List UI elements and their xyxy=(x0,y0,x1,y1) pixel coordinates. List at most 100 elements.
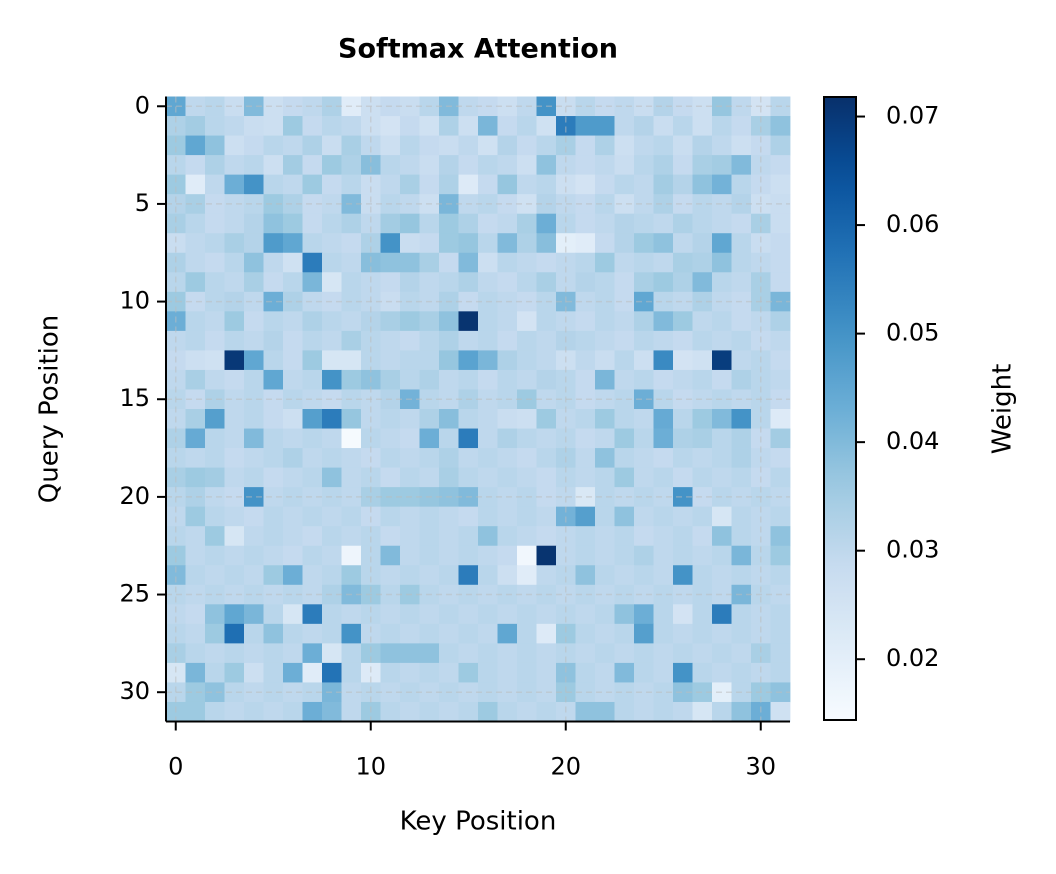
heatmap-cell xyxy=(263,350,284,371)
heatmap-cell xyxy=(712,662,732,683)
heatmap-cell xyxy=(770,252,791,273)
heatmap-cell xyxy=(751,545,771,566)
heatmap-cell xyxy=(458,213,479,234)
heatmap-cell xyxy=(400,213,420,234)
heatmap-cell xyxy=(263,194,284,215)
heatmap-cell xyxy=(205,662,225,683)
heatmap-cell xyxy=(244,350,264,371)
heatmap-cell xyxy=(361,135,381,156)
heatmap-cell xyxy=(751,623,771,644)
heatmap-cell xyxy=(185,662,206,683)
heatmap-cell xyxy=(634,116,654,136)
heatmap-cell xyxy=(751,565,771,586)
heatmap-cell xyxy=(673,409,693,429)
heatmap-cell xyxy=(419,369,440,390)
heatmap-cell xyxy=(497,155,518,176)
heatmap-cell xyxy=(185,643,206,664)
heatmap-cell xyxy=(244,252,264,273)
heatmap-cell xyxy=(673,623,693,644)
y-tick-label: 25 xyxy=(119,580,150,608)
heatmap-cell xyxy=(653,213,674,234)
heatmap-cell xyxy=(634,369,654,390)
heatmap-cell xyxy=(712,545,732,566)
heatmap-cell xyxy=(263,409,284,429)
heatmap-cell xyxy=(653,389,674,410)
heatmap-cell xyxy=(517,213,537,234)
heatmap-cell xyxy=(478,155,498,176)
heatmap-cell xyxy=(458,155,479,176)
x-tick-label: 20 xyxy=(550,753,581,781)
heatmap-cell xyxy=(595,330,615,351)
heatmap-cell xyxy=(692,350,713,371)
heatmap-cell xyxy=(419,467,440,488)
heatmap-cell xyxy=(400,174,420,195)
heatmap-cell xyxy=(731,565,752,586)
heatmap-cell xyxy=(439,330,459,351)
heatmap-cell xyxy=(166,662,186,683)
heatmap-cell xyxy=(283,545,303,566)
heatmap-cell xyxy=(419,565,440,586)
heatmap-cell xyxy=(575,565,596,586)
heatmap-cell xyxy=(634,545,654,566)
heatmap-cell xyxy=(361,662,381,683)
heatmap-cell xyxy=(575,350,596,371)
heatmap-cell xyxy=(244,174,264,195)
heatmap-cell xyxy=(458,116,479,136)
heatmap-cell xyxy=(497,506,518,527)
heatmap-cell xyxy=(712,526,732,547)
heatmap-cell xyxy=(224,565,245,586)
heatmap-cell xyxy=(283,682,303,703)
heatmap-cell xyxy=(205,506,225,527)
heatmap-cell xyxy=(731,409,752,429)
heatmap-cell xyxy=(497,135,518,156)
heatmap-cell xyxy=(244,701,264,722)
heatmap-cell xyxy=(361,116,381,136)
heatmap-cell xyxy=(478,448,498,468)
heatmap-cell xyxy=(770,526,791,547)
heatmap-cell xyxy=(439,350,459,371)
heatmap-cell xyxy=(263,272,284,293)
heatmap-cell xyxy=(595,584,615,605)
heatmap-cell xyxy=(595,526,615,547)
heatmap-cell xyxy=(673,643,693,664)
heatmap-cell xyxy=(614,623,635,644)
heatmap-cell xyxy=(731,330,752,351)
heatmap-cell xyxy=(439,174,459,195)
heatmap-cell xyxy=(673,311,693,332)
heatmap-cell xyxy=(263,174,284,195)
heatmap-cell xyxy=(263,487,284,508)
heatmap-cell xyxy=(244,155,264,176)
heatmap-cell xyxy=(439,272,459,293)
heatmap-cell xyxy=(575,330,596,351)
heatmap-cell xyxy=(634,565,654,586)
heatmap-cell xyxy=(263,584,284,605)
heatmap-cell xyxy=(224,662,245,683)
heatmap-cell xyxy=(419,350,440,371)
heatmap-cell xyxy=(361,565,381,586)
heatmap-cell xyxy=(731,428,752,449)
heatmap-cell xyxy=(673,155,693,176)
heatmap-cell xyxy=(731,174,752,195)
heatmap-cell xyxy=(283,155,303,176)
heatmap-cell xyxy=(322,252,342,273)
heatmap-cell xyxy=(692,272,713,293)
heatmap-cell xyxy=(400,155,420,176)
heatmap-cell xyxy=(614,272,635,293)
heatmap-cell xyxy=(770,369,791,390)
heatmap-cell xyxy=(205,389,225,410)
heatmap-cell xyxy=(400,526,420,547)
heatmap-cell xyxy=(361,252,381,273)
heatmap-cell xyxy=(556,252,576,273)
heatmap-cell xyxy=(302,545,323,566)
heatmap-cell xyxy=(653,682,674,703)
heatmap-cell xyxy=(283,213,303,234)
heatmap-cell xyxy=(224,467,245,488)
heatmap-cell xyxy=(419,155,440,176)
heatmap-cell xyxy=(478,409,498,429)
heatmap-cell xyxy=(653,662,674,683)
heatmap-cell xyxy=(653,96,674,117)
heatmap-cell xyxy=(517,272,537,293)
heatmap-cell xyxy=(185,194,206,215)
heatmap-cell xyxy=(302,213,323,234)
heatmap-cell xyxy=(770,604,791,625)
